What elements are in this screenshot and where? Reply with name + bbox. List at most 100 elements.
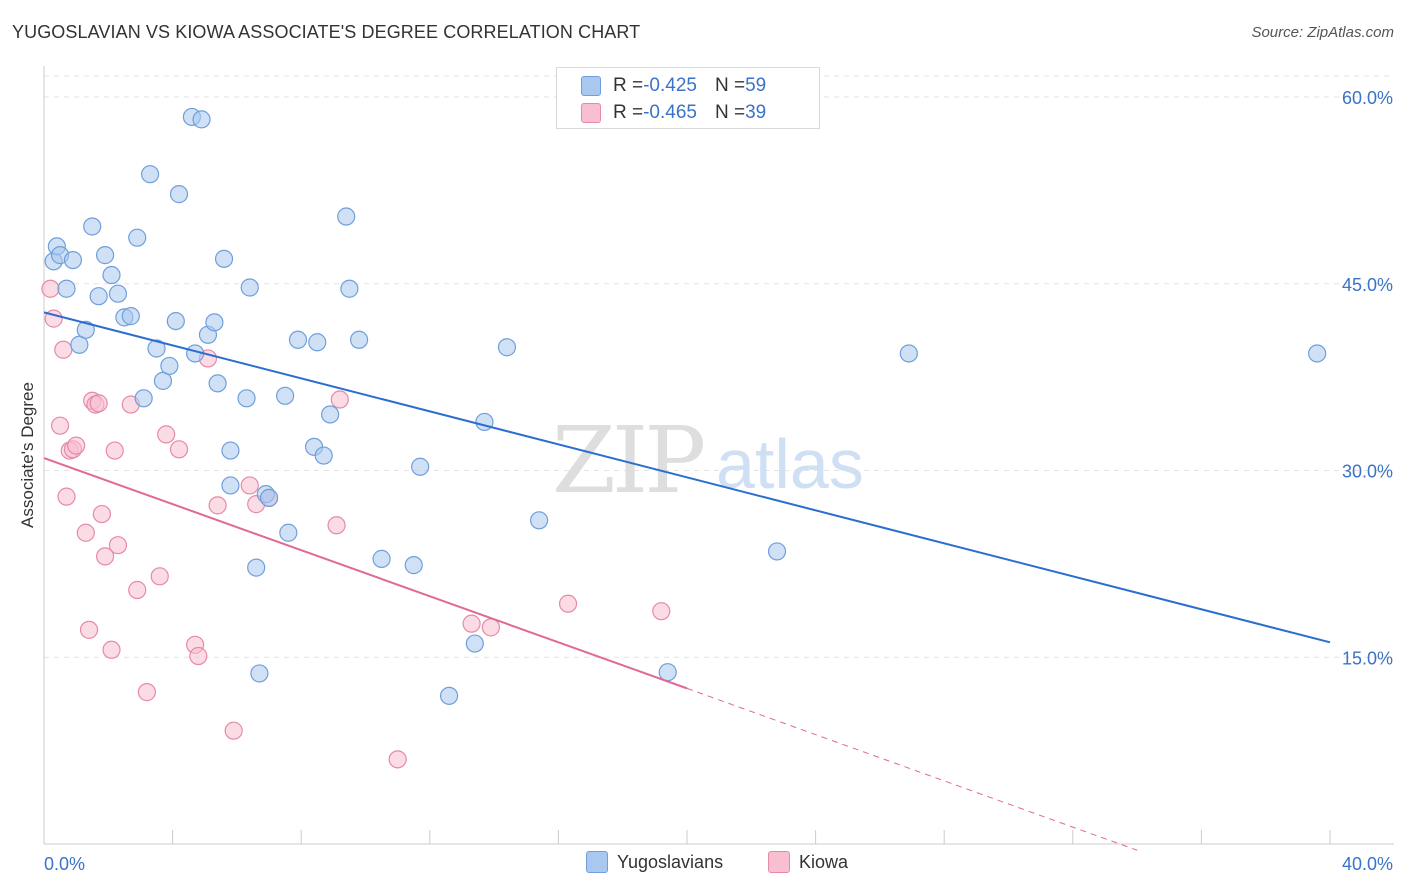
y-tick-label: 60.0% xyxy=(1342,88,1393,108)
data-point xyxy=(481,618,500,637)
data-point xyxy=(92,504,111,524)
stats-legend: R = -0.425 N = 59 R = -0.465 N = 39 xyxy=(556,67,820,129)
chart-title: YUGOSLAVIAN VS KIOWA ASSOCIATE'S DEGREE … xyxy=(12,22,641,42)
data-point xyxy=(337,207,356,226)
tick-labels: 15.0% 30.0% 45.0% 60.0% 0.0% 40.0% xyxy=(44,88,1393,874)
data-point xyxy=(157,425,176,444)
kiowa-points xyxy=(41,279,671,769)
data-point xyxy=(247,558,266,577)
legend-item-kiowa[interactable]: Kiowa xyxy=(768,851,848,873)
data-point xyxy=(259,488,279,507)
data-point xyxy=(349,330,369,349)
r-value: -0.465 xyxy=(643,102,697,123)
data-point xyxy=(314,446,333,465)
blue-swatch xyxy=(581,76,601,96)
watermark-zip: ZIP xyxy=(552,407,703,514)
stats-row-yugoslavians: R = -0.425 N = 59 xyxy=(581,73,766,99)
axes xyxy=(43,66,1394,845)
data-point xyxy=(166,312,185,331)
data-point xyxy=(76,523,95,542)
data-point xyxy=(558,594,578,613)
data-point xyxy=(465,634,484,653)
data-point xyxy=(128,228,147,247)
data-point xyxy=(189,646,208,666)
data-point xyxy=(288,330,308,349)
data-point xyxy=(108,536,128,555)
data-point xyxy=(321,405,340,424)
data-point xyxy=(214,249,234,268)
yugoslavian-points xyxy=(44,107,1327,705)
data-point xyxy=(83,217,102,236)
data-point xyxy=(70,335,89,354)
data-point xyxy=(308,333,327,352)
data-point xyxy=(140,165,160,184)
trend-line-kiowa-extension xyxy=(686,687,1138,851)
trend-line-kiowa xyxy=(43,457,688,690)
data-point xyxy=(767,542,787,561)
data-point xyxy=(279,523,298,542)
watermark-atlas: atlas xyxy=(716,425,864,503)
data-point xyxy=(54,340,73,359)
trend-lines xyxy=(43,311,1331,851)
data-point xyxy=(150,567,169,586)
legend-label: Kiowa xyxy=(799,851,849,872)
data-point xyxy=(121,307,140,326)
data-point xyxy=(276,386,295,405)
r-label: R = xyxy=(613,75,644,96)
trend-line-yugoslavians xyxy=(43,311,1331,644)
data-point xyxy=(89,394,108,413)
data-point xyxy=(108,284,128,303)
data-point xyxy=(128,580,147,600)
data-point xyxy=(899,344,918,363)
n-label: N = xyxy=(714,75,746,96)
data-point xyxy=(462,614,481,633)
x-tick-label: 0.0% xyxy=(44,854,85,874)
pink-swatch xyxy=(768,851,790,873)
data-point xyxy=(205,313,224,332)
data-point xyxy=(330,390,349,409)
legend-item-yugoslavians[interactable]: Yugoslavians xyxy=(586,851,723,873)
y-tick-label: 15.0% xyxy=(1342,648,1393,668)
data-point xyxy=(221,441,240,460)
pink-swatch xyxy=(581,103,601,123)
data-point xyxy=(404,556,423,575)
data-point xyxy=(50,416,70,435)
data-point xyxy=(658,663,677,682)
data-point xyxy=(137,683,156,702)
data-point xyxy=(147,339,166,358)
data-point xyxy=(102,265,121,285)
gridlines xyxy=(44,75,1394,658)
data-point xyxy=(208,496,227,515)
data-point xyxy=(237,389,256,408)
data-point xyxy=(95,547,115,566)
x-tick-label: 40.0% xyxy=(1342,854,1393,874)
data-point xyxy=(327,516,346,535)
data-point xyxy=(153,371,173,390)
n-label: N = xyxy=(714,102,746,123)
data-point xyxy=(41,279,60,298)
data-point xyxy=(221,476,240,495)
y-tick-label: 45.0% xyxy=(1342,275,1393,295)
data-point xyxy=(192,110,211,129)
data-point xyxy=(105,441,124,460)
data-point xyxy=(57,279,76,298)
data-point xyxy=(89,287,108,306)
data-point xyxy=(1308,344,1327,363)
data-point xyxy=(240,476,259,495)
data-point xyxy=(388,750,407,769)
data-point xyxy=(63,250,83,270)
y-tick-label: 30.0% xyxy=(1342,462,1393,482)
data-point xyxy=(160,356,179,376)
data-point xyxy=(240,278,259,297)
n-value: 59 xyxy=(745,75,767,96)
data-point xyxy=(134,389,153,408)
r-value: -0.425 xyxy=(643,75,697,96)
data-point xyxy=(208,374,227,393)
stats-row-kiowa: R = -0.465 N = 39 xyxy=(581,100,766,126)
blue-swatch xyxy=(586,851,608,873)
data-point xyxy=(439,686,459,705)
data-point xyxy=(67,436,86,455)
data-point xyxy=(652,602,671,621)
data-point xyxy=(530,511,549,530)
